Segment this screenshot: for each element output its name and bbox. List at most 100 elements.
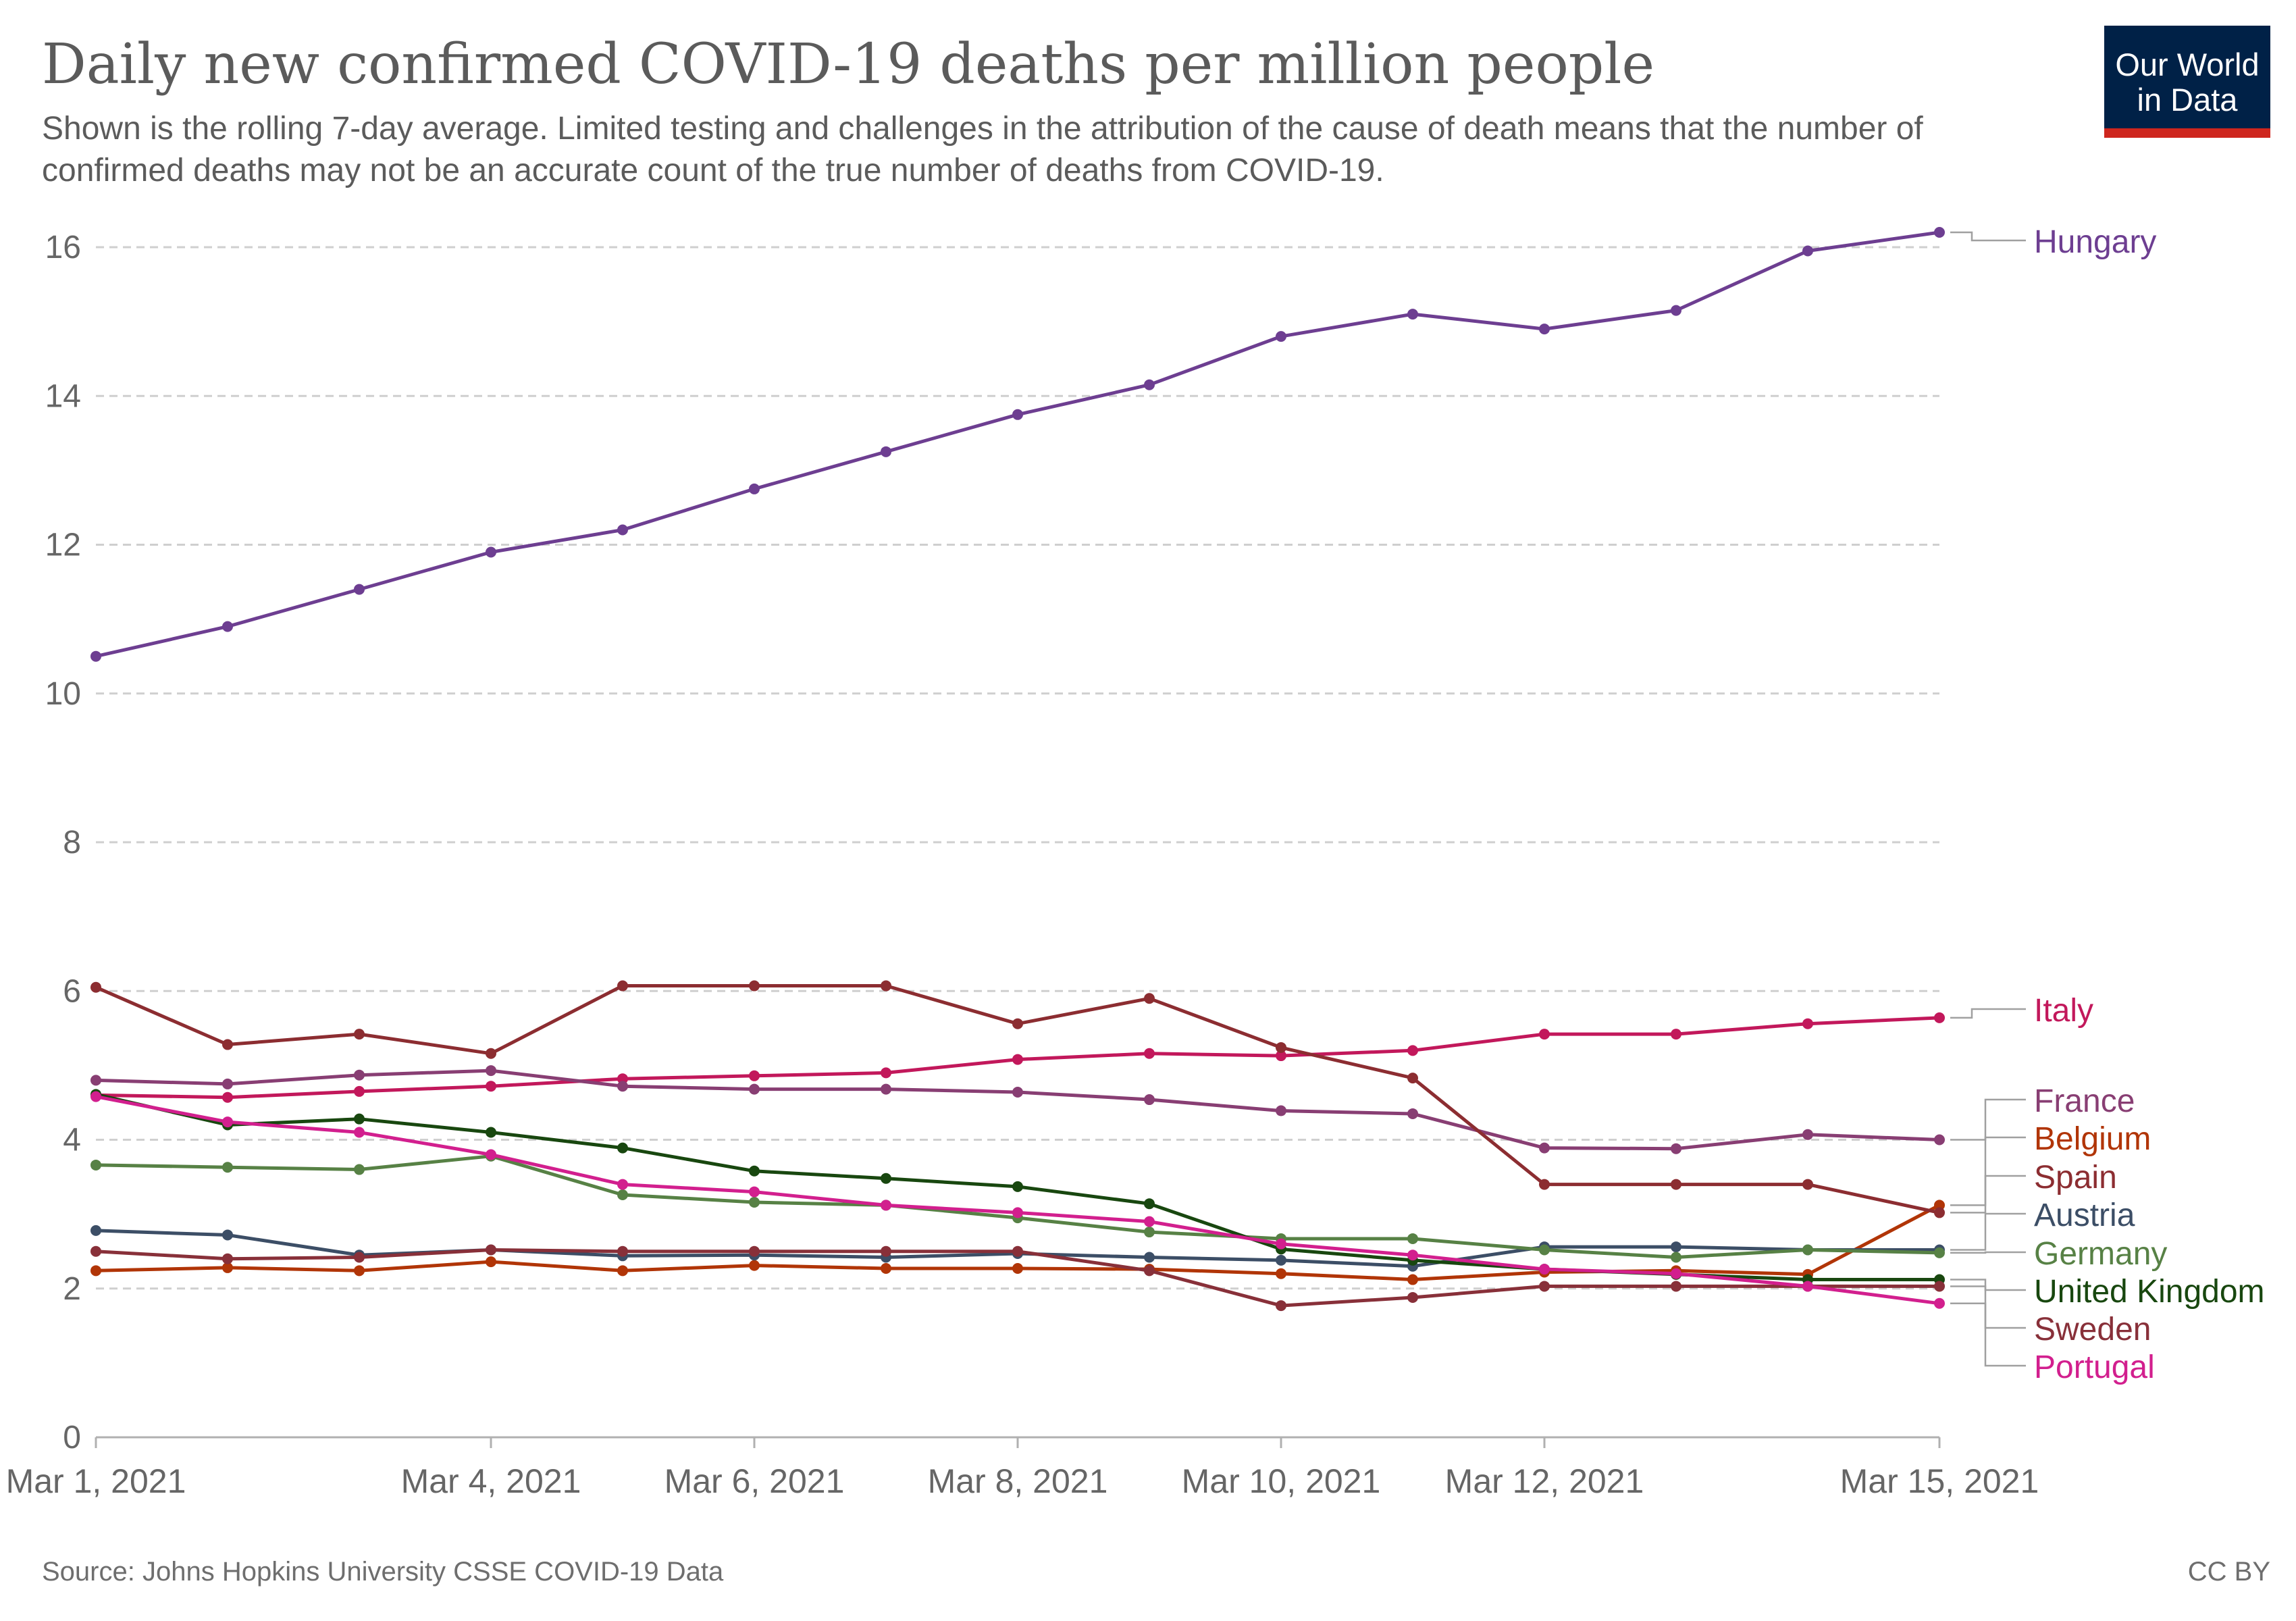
data-point (1407, 309, 1418, 320)
data-point (1144, 1048, 1155, 1059)
data-point (354, 1265, 365, 1277)
data-point (1276, 1300, 1286, 1312)
data-point (1934, 1200, 1945, 1211)
data-point (1671, 1143, 1681, 1154)
series-france (90, 1065, 1945, 1154)
data-point (1934, 1297, 1945, 1309)
data-point (749, 1070, 760, 1081)
data-point (222, 1229, 233, 1241)
series-label: Italy (2034, 993, 2093, 1029)
leader-line (1950, 1251, 2026, 1254)
license-note[interactable]: CC BY (2187, 1557, 2270, 1587)
data-point (222, 1091, 233, 1103)
data-point (1276, 1041, 1286, 1053)
data-point (617, 1081, 628, 1092)
data-point (1802, 1244, 1813, 1256)
data-point (1276, 1105, 1286, 1116)
data-point (1012, 1054, 1023, 1065)
data-point (881, 1245, 891, 1257)
data-point (1144, 1252, 1155, 1263)
data-point (1539, 1281, 1550, 1292)
data-point (881, 1173, 891, 1184)
data-point (749, 1260, 760, 1271)
y-tick-label: 6 (63, 973, 81, 1009)
data-point (354, 1085, 365, 1097)
logo-line-2: in Data (2137, 82, 2238, 118)
data-point (1802, 1179, 1813, 1190)
data-point (749, 980, 760, 992)
data-point (90, 1075, 101, 1086)
data-point (1539, 324, 1550, 335)
data-point (1407, 1291, 1418, 1303)
data-point (1934, 1281, 1945, 1292)
data-point (1407, 1073, 1418, 1084)
series-spain (90, 980, 1945, 1218)
data-point (1802, 1281, 1813, 1292)
leader-line (1950, 1098, 2026, 1141)
data-point (1671, 1241, 1681, 1253)
data-point (1671, 1029, 1681, 1040)
data-point (1276, 331, 1286, 342)
data-point (881, 446, 891, 457)
series-label: Austria (2034, 1198, 2135, 1233)
data-point (354, 1127, 365, 1138)
data-point (617, 1073, 628, 1085)
y-tick-label: 10 (45, 676, 81, 712)
data-point (1539, 1029, 1550, 1040)
data-point (90, 1091, 101, 1102)
data-point (222, 1262, 233, 1273)
series-line (95, 230, 1940, 659)
data-point (1671, 1179, 1681, 1190)
series-label: Belgium (2034, 1121, 2151, 1157)
logo-accent-bar (2104, 128, 2270, 138)
x-tick-label: Mar 1, 2021 (6, 1462, 186, 1500)
data-point (1012, 1263, 1023, 1275)
data-point (486, 1256, 496, 1268)
data-point (1671, 1252, 1681, 1263)
data-point (486, 1048, 496, 1059)
leader-line (1950, 1175, 2026, 1214)
data-point (486, 546, 496, 558)
leader-line (1950, 231, 2026, 242)
series-line (95, 1069, 1940, 1151)
data-point (749, 1165, 760, 1177)
owid-logo[interactable]: Our World in Data (2104, 26, 2270, 138)
data-point (486, 1127, 496, 1138)
series-lines (90, 226, 1945, 1312)
data-point (90, 650, 101, 662)
data-point (1934, 1247, 1945, 1258)
data-point (617, 1265, 628, 1277)
data-point (1012, 1018, 1023, 1029)
series-label: Sweden (2034, 1312, 2151, 1347)
data-point (354, 1113, 365, 1125)
data-point (222, 1039, 233, 1050)
data-point (617, 1142, 628, 1154)
data-point (1012, 409, 1023, 420)
series-label: Portugal (2034, 1349, 2155, 1385)
series-sweden (90, 1244, 1945, 1312)
leader-line (1950, 1279, 2026, 1291)
data-point (617, 980, 628, 992)
series-italy (90, 1012, 1945, 1103)
data-point (1934, 1134, 1945, 1146)
data-point (1671, 305, 1681, 316)
data-point (1144, 993, 1155, 1004)
data-point (1539, 1244, 1550, 1256)
data-point (1802, 1018, 1813, 1029)
data-point (749, 1197, 760, 1208)
y-tick-label: 4 (63, 1123, 81, 1158)
data-point (90, 981, 101, 993)
series-label: Hungary (2034, 224, 2156, 260)
data-point (1276, 1050, 1286, 1062)
data-point (749, 483, 760, 494)
y-tick-label: 0 (63, 1420, 81, 1456)
grid-lines (96, 246, 1939, 1290)
y-tick-label: 14 (45, 378, 81, 414)
y-tick-label: 8 (63, 825, 81, 860)
data-point (1407, 1108, 1418, 1119)
data-point (617, 524, 628, 536)
source-note[interactable]: Source: Johns Hopkins University CSSE CO… (42, 1557, 724, 1587)
data-point (1934, 1207, 1945, 1218)
data-point (749, 1245, 760, 1257)
